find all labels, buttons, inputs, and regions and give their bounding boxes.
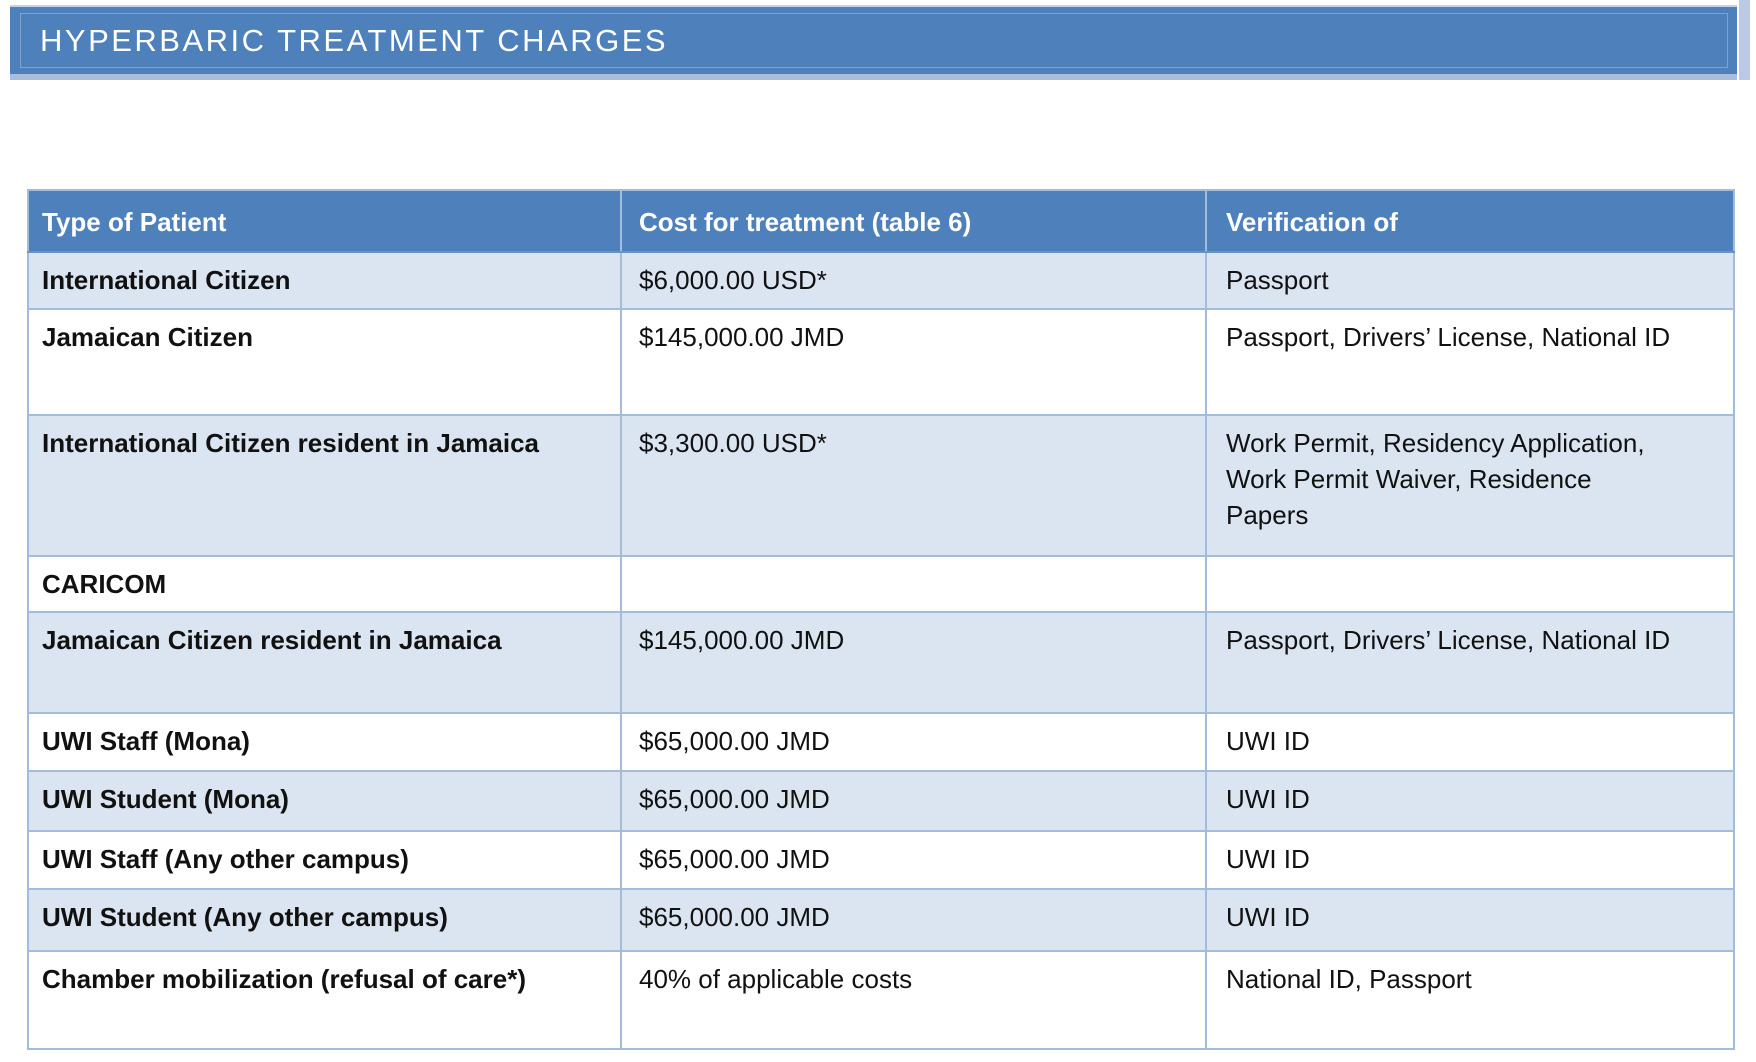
table-row: Jamaican Citizen $145,000.00 JMD Passport,… xyxy=(27,308,1735,416)
cost-cell: 40% of applicable costs xyxy=(620,950,1207,1050)
table-row: UWI Staff (Any other campus) $65,000.00 J… xyxy=(27,830,1735,890)
patient-type-cell: International Citizen resident in Jamaic… xyxy=(27,414,622,557)
verification-cell: Work Permit, Residency Application, Work… xyxy=(1205,414,1735,557)
table-row: UWI Student (Any other campus) $65,000.00… xyxy=(27,888,1735,952)
verification-cell: UWI ID xyxy=(1205,830,1735,890)
patient-type-cell: UWI Student (Any other campus) xyxy=(27,888,622,952)
verification-cell: UWI ID xyxy=(1205,712,1735,772)
cost-cell: $3,300.00 USD* xyxy=(620,414,1207,557)
table-row: CARICOM xyxy=(27,555,1735,613)
patient-type-cell: UWI Student (Mona) xyxy=(27,770,622,832)
hyperbaric-charges-table: Type of Patient Cost for treatment (tabl… xyxy=(27,189,1735,1050)
table-row: International Citizen resident in Jamaic… xyxy=(27,414,1735,557)
patient-type-cell: Jamaican Citizen xyxy=(27,308,622,416)
cost-cell: $145,000.00 JMD xyxy=(620,308,1207,416)
verification-cell: UWI ID xyxy=(1205,770,1735,832)
table-row: Jamaican Citizen resident in Jamaica $145… xyxy=(27,611,1735,714)
patient-type-cell: CARICOM xyxy=(27,555,622,613)
page-title: HYPERBARIC TREATMENT CHARGES xyxy=(40,22,669,58)
title-banner-right-border xyxy=(1739,0,1750,80)
col-header-verification-of: Verification of xyxy=(1205,189,1735,253)
table-header-row: Type of Patient Cost for treatment (tabl… xyxy=(27,189,1735,253)
cost-cell: $6,000.00 USD* xyxy=(620,251,1207,310)
table-row: UWI Staff (Mona) $65,000.00 JMD UWI ID xyxy=(27,712,1735,772)
verification-cell: National ID, Passport xyxy=(1205,950,1735,1050)
title-banner-inner-outline: HYPERBARIC TREATMENT CHARGES xyxy=(20,13,1728,68)
verification-cell: Passport, Drivers’ License, National ID xyxy=(1205,308,1735,416)
patient-type-cell: International Citizen xyxy=(27,251,622,310)
table-row: UWI Student (Mona) $65,000.00 JMD UWI ID xyxy=(27,770,1735,832)
document-title-banner: HYPERBARIC TREATMENT CHARGES xyxy=(10,5,1737,80)
verification-cell xyxy=(1205,555,1735,613)
patient-type-cell: UWI Staff (Mona) xyxy=(27,712,622,772)
patient-type-cell: UWI Staff (Any other campus) xyxy=(27,830,622,890)
verification-cell: Passport xyxy=(1205,251,1735,310)
cost-cell xyxy=(620,555,1207,613)
verification-cell: UWI ID xyxy=(1205,888,1735,952)
patient-type-cell: Jamaican Citizen resident in Jamaica xyxy=(27,611,622,714)
cost-cell: $65,000.00 JMD xyxy=(620,770,1207,832)
cost-cell: $145,000.00 JMD xyxy=(620,611,1207,714)
cost-cell: $65,000.00 JMD xyxy=(620,830,1207,890)
cost-cell: $65,000.00 JMD xyxy=(620,712,1207,772)
patient-type-cell: Chamber mobilization (refusal of care*) xyxy=(27,950,622,1050)
verification-cell: Passport, Drivers’ License, National ID xyxy=(1205,611,1735,714)
cost-cell: $65,000.00 JMD xyxy=(620,888,1207,952)
col-header-cost-for-treatment: Cost for treatment (table 6) xyxy=(620,189,1207,253)
table-row: International Citizen $6,000.00 USD* Passp… xyxy=(27,251,1735,310)
table-row: Chamber mobilization (refusal of care*) 4… xyxy=(27,950,1735,1050)
col-header-type-of-patient: Type of Patient xyxy=(27,189,622,253)
